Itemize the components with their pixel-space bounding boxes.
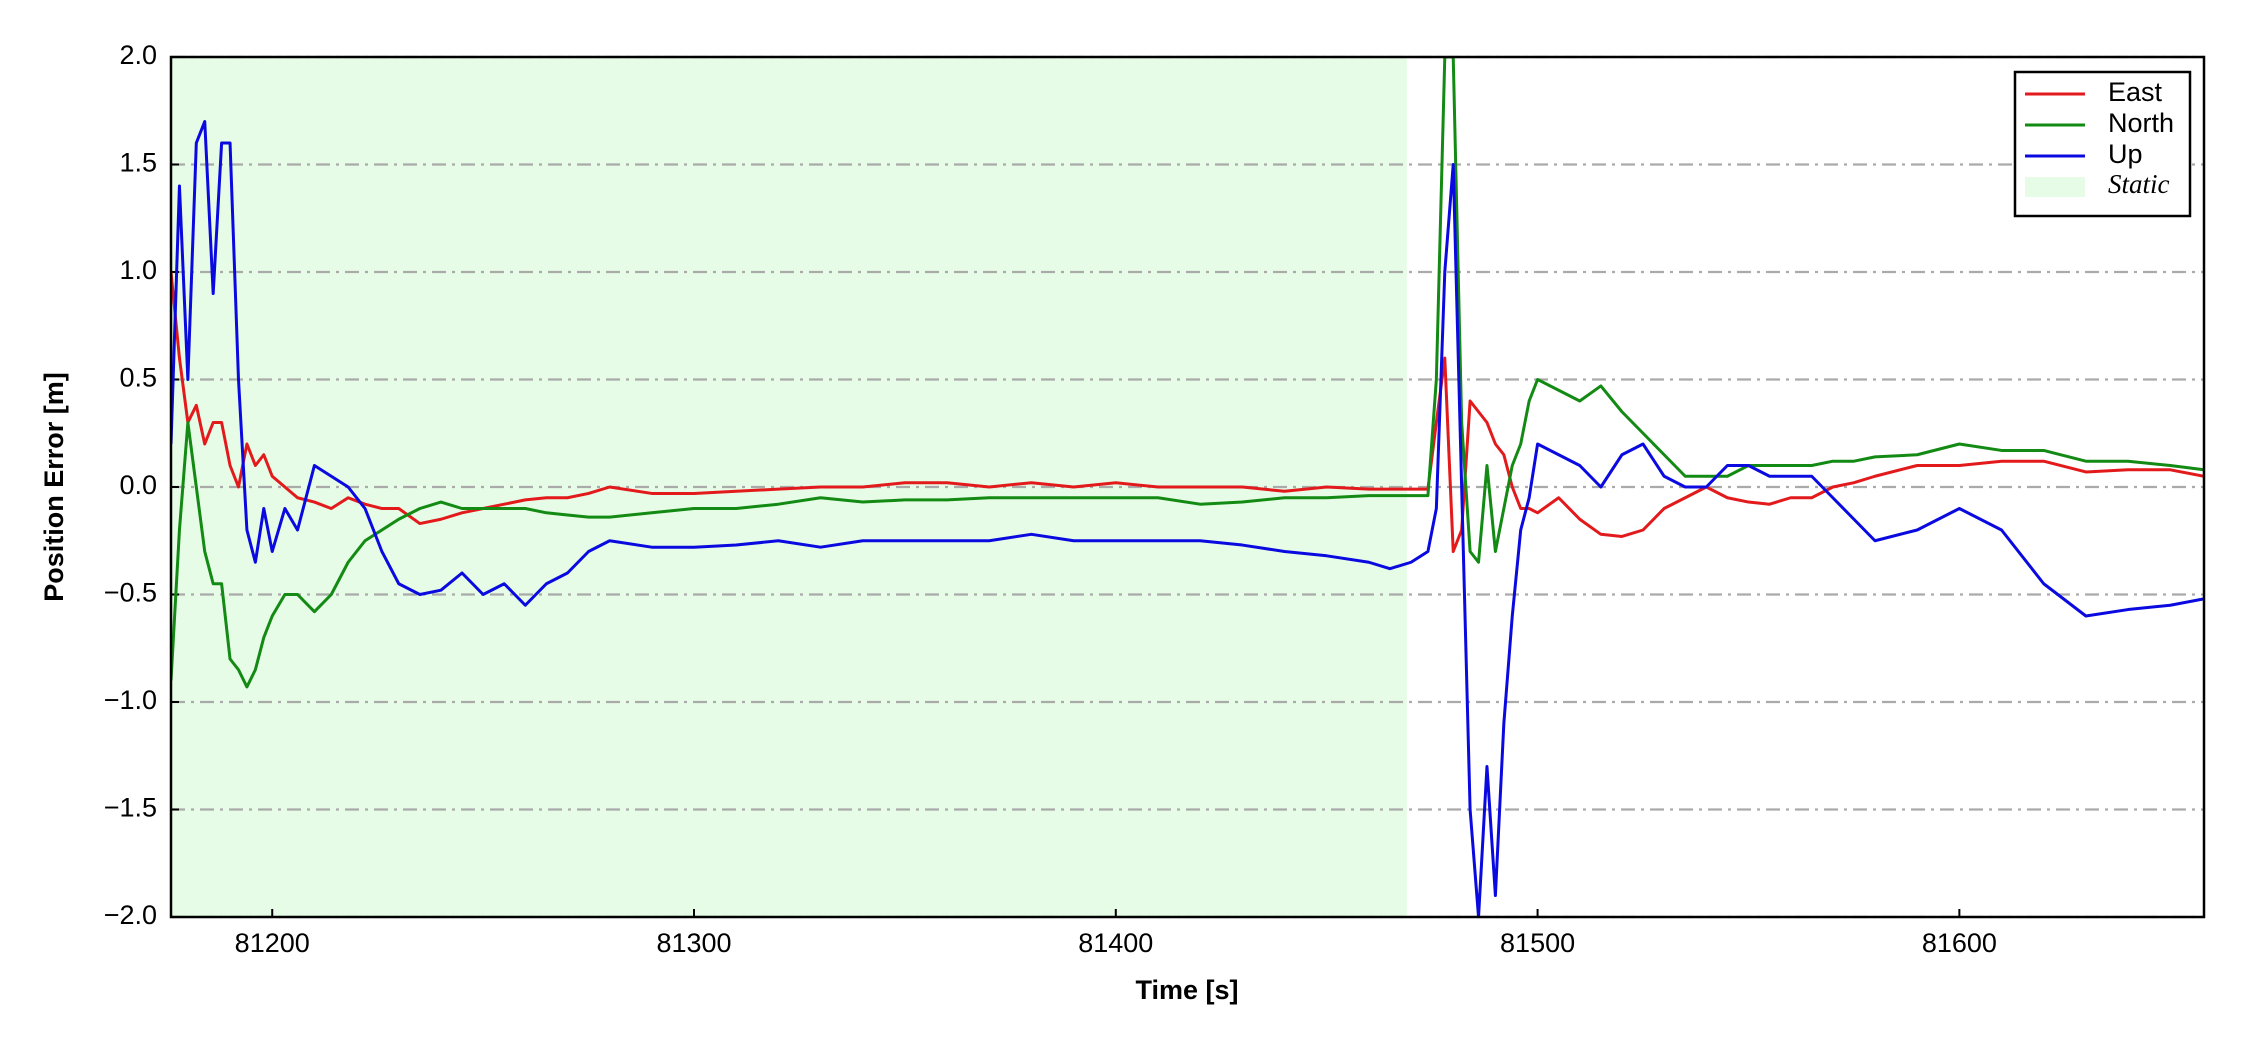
plot-frame <box>169 55 2206 919</box>
legend-label: East <box>2108 77 2163 107</box>
y-tick-label: 0.5 <box>119 363 157 393</box>
x-tick-label: 81500 <box>1500 928 1575 958</box>
x-tick-label: 81300 <box>656 928 731 958</box>
y-tick-label: 0.0 <box>119 470 157 500</box>
plot-area <box>171 57 2204 917</box>
series-line <box>171 271 2204 553</box>
y-tick-label: −1.5 <box>104 793 157 823</box>
x-tick-label: 81400 <box>1078 928 1153 958</box>
y-tick-label: −0.5 <box>104 578 157 608</box>
x-tick-label: 81200 <box>235 928 310 958</box>
y-tick-label: 2.0 <box>119 40 157 70</box>
series-line <box>171 57 2204 689</box>
y-tick-label: −1.0 <box>104 685 157 715</box>
series-line <box>171 120 2204 917</box>
x-axis-title: Time [s] <box>1135 975 1238 1005</box>
y-tick-label: −2.0 <box>104 900 157 930</box>
legend-label: Static <box>2108 169 2170 199</box>
y-axis-title: Position Error [m] <box>39 372 69 602</box>
legend-swatch <box>2025 177 2085 197</box>
legend-label: North <box>2108 108 2174 138</box>
legend-label: Up <box>2108 139 2143 169</box>
x-tick-label: 81600 <box>1922 928 1997 958</box>
y-tick-label: 1.5 <box>119 148 157 178</box>
y-tick-label: 1.0 <box>119 255 157 285</box>
